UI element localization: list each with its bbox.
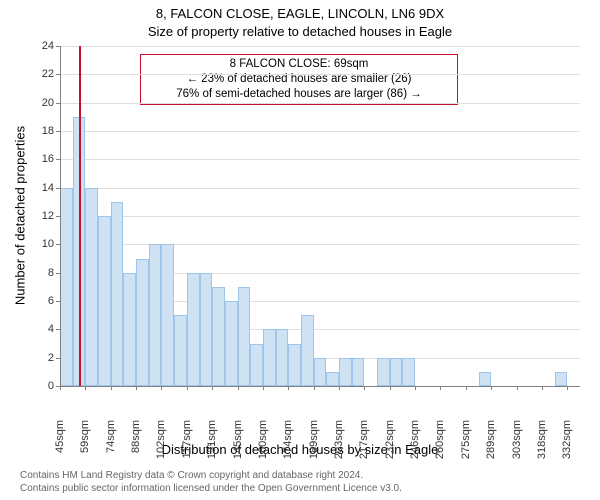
y-tick-label: 12: [34, 210, 54, 222]
y-tick-label: 24: [34, 40, 54, 52]
histogram-bar: [314, 358, 327, 386]
histogram-bar: [479, 372, 492, 386]
x-tick-label: 131sqm: [206, 420, 218, 460]
histogram-bar: [212, 287, 225, 386]
x-tick-label: 174sqm: [282, 420, 294, 460]
x-tick-label: 332sqm: [561, 420, 573, 460]
gridline: [60, 46, 580, 47]
histogram-bar: [402, 358, 415, 386]
x-tick-label: 289sqm: [485, 420, 497, 460]
y-tick-label: 8: [34, 267, 54, 279]
x-tick-label: 303sqm: [511, 420, 523, 460]
y-tick-label: 18: [34, 125, 54, 137]
histogram-bar: [276, 329, 289, 386]
x-tick-label: 45sqm: [54, 420, 66, 460]
histogram-bar: [225, 301, 238, 386]
marker-line: [79, 46, 81, 386]
plot-area: [60, 46, 580, 386]
histogram-bar: [555, 372, 568, 386]
gridline: [60, 216, 580, 217]
histogram-bar: [326, 372, 339, 386]
histogram-bar: [136, 259, 149, 387]
y-tick-label: 10: [34, 238, 54, 250]
y-axis-line: [60, 46, 61, 386]
histogram-bar: [111, 202, 124, 386]
x-tick-label: 232sqm: [384, 420, 396, 460]
histogram-bar: [263, 329, 276, 386]
gridline: [60, 244, 580, 245]
y-tick-label: 20: [34, 97, 54, 109]
histogram-bar: [390, 358, 403, 386]
x-tick-label: 260sqm: [434, 420, 446, 460]
histogram-bar: [174, 315, 187, 386]
x-tick-label: 160sqm: [257, 420, 269, 460]
histogram-bar: [238, 287, 251, 386]
histogram-bar: [60, 188, 73, 386]
x-tick-label: 203sqm: [333, 420, 345, 460]
x-tick-label: 88sqm: [130, 420, 142, 460]
histogram-bar: [288, 344, 301, 387]
chart-container: 8, FALCON CLOSE, EAGLE, LINCOLN, LN6 9DX…: [0, 0, 600, 500]
histogram-bar: [200, 273, 213, 386]
histogram-bar: [339, 358, 352, 386]
histogram-bar: [187, 273, 200, 386]
gridline: [60, 103, 580, 104]
x-tick-label: 145sqm: [232, 420, 244, 460]
histogram-bar: [123, 273, 136, 386]
x-tick-label: 246sqm: [409, 420, 421, 460]
chart-title-line1: 8, FALCON CLOSE, EAGLE, LINCOLN, LN6 9DX: [0, 6, 600, 21]
gridline: [60, 188, 580, 189]
y-tick-label: 14: [34, 182, 54, 194]
gridline: [60, 74, 580, 75]
y-tick-label: 22: [34, 68, 54, 80]
x-tick-label: 275sqm: [460, 420, 472, 460]
histogram-bar: [161, 244, 174, 386]
x-tick-label: 74sqm: [105, 420, 117, 460]
x-tick-label: 318sqm: [536, 420, 548, 460]
x-tick-label: 189sqm: [308, 420, 320, 460]
chart-title-line2: Size of property relative to detached ho…: [0, 24, 600, 39]
x-tick-label: 59sqm: [79, 420, 91, 460]
y-tick-label: 16: [34, 153, 54, 165]
histogram-bar: [85, 188, 98, 386]
histogram-bar: [149, 244, 162, 386]
x-tick-label: 117sqm: [181, 420, 193, 460]
histogram-bar: [301, 315, 314, 386]
gridline: [60, 159, 580, 160]
histogram-bar: [377, 358, 390, 386]
y-axis-label: Number of detached properties: [13, 66, 28, 366]
attribution-line1: Contains HM Land Registry data © Crown c…: [20, 470, 363, 481]
x-tick-label: 102sqm: [155, 420, 167, 460]
x-tick-label: 217sqm: [358, 420, 370, 460]
y-tick-label: 6: [34, 295, 54, 307]
gridline: [60, 131, 580, 132]
histogram-bar: [250, 344, 263, 387]
y-tick-label: 4: [34, 323, 54, 335]
y-tick-label: 2: [34, 352, 54, 364]
x-axis-line: [60, 386, 580, 387]
histogram-bar: [98, 216, 111, 386]
attribution-line2: Contains public sector information licen…: [20, 483, 402, 494]
histogram-bar: [352, 358, 365, 386]
y-tick-label: 0: [34, 380, 54, 392]
